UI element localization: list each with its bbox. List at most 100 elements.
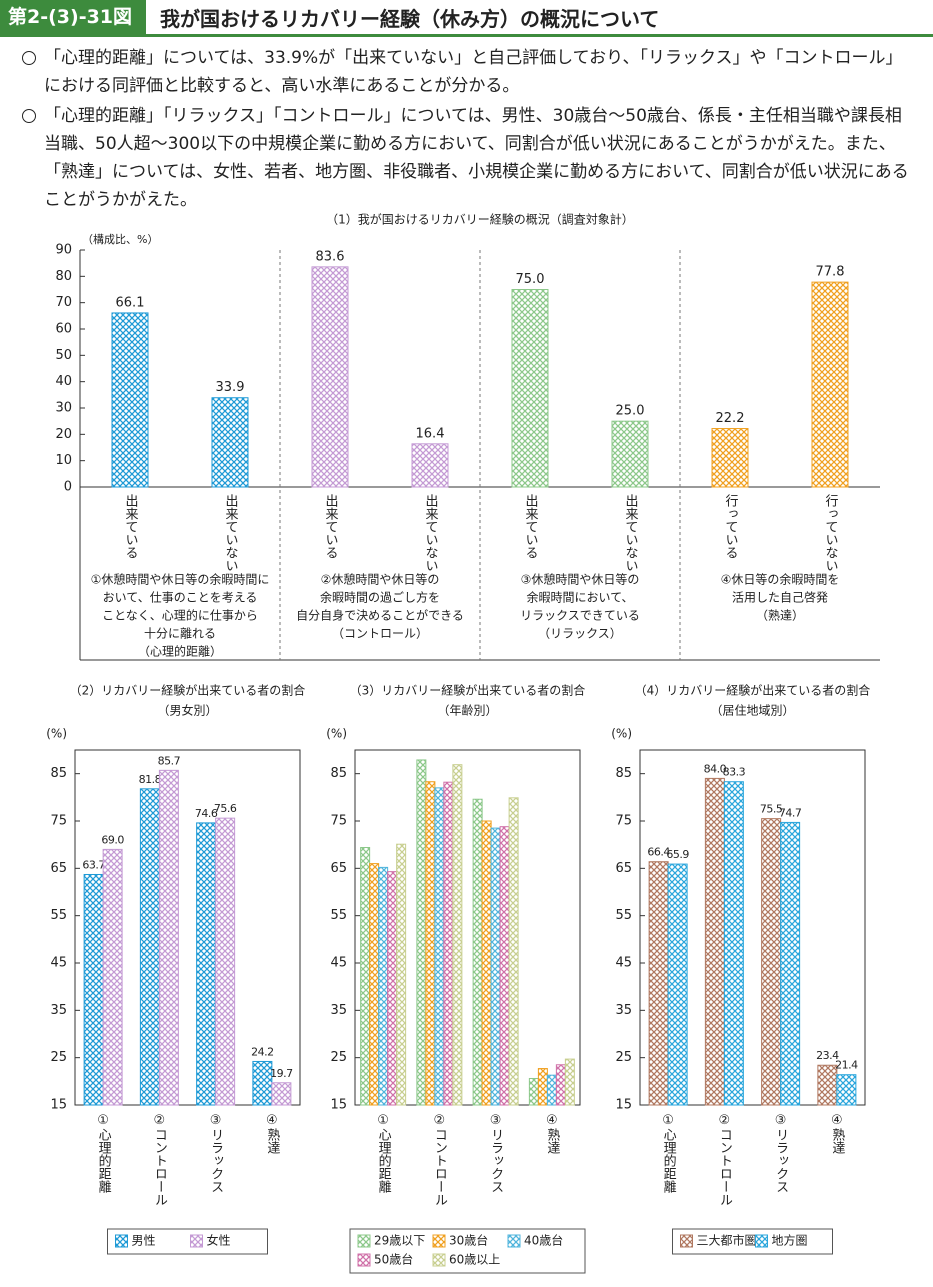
x-tick-label: ④熟達 (264, 1113, 280, 1154)
value-label: 24.2 (251, 1045, 274, 1058)
legend-swatch (190, 1234, 203, 1248)
value-label: 66.1 (116, 295, 145, 310)
y-tick-label: 45 (50, 956, 67, 971)
legend-swatch (507, 1234, 521, 1248)
value-label: 22.2 (716, 411, 745, 426)
bar (555, 1064, 566, 1106)
bar (369, 863, 380, 1106)
figure-title: 我が国おけるリカバリー経験（休み方）の概況について (160, 6, 660, 31)
group-label: 余暇時間において、 (526, 590, 633, 605)
x-tick-label: 出来ている (123, 494, 139, 559)
summary: 「心理的距離」については、33.9%が「出来ていない」と自己評価しており、「リラ… (20, 44, 915, 216)
legend-label: 女性 (207, 1233, 231, 1248)
value-label: 83.3 (723, 766, 746, 779)
frame (639, 749, 866, 1106)
bar (425, 781, 436, 1106)
y-tick-label: 15 (615, 1098, 632, 1113)
bar (723, 781, 744, 1106)
bar (378, 866, 389, 1106)
value-label: 65.9 (666, 848, 689, 861)
y-tick-label: 40 (55, 374, 72, 389)
bar (508, 797, 519, 1106)
bar (481, 820, 492, 1106)
bar (761, 818, 782, 1106)
legend-swatch (432, 1234, 446, 1248)
y-tick-label: 60 (55, 322, 72, 337)
y-tick-label: 70 (55, 295, 72, 310)
bar (611, 420, 649, 488)
value-label: 74.7 (779, 806, 802, 819)
legend-box (349, 1228, 586, 1274)
legend-label: 三大都市圏 (697, 1233, 757, 1248)
legend-label: 地方圏 (772, 1233, 808, 1248)
value-label: 75.0 (516, 272, 545, 287)
x-tick-label: 行っていない (823, 494, 839, 572)
y-tick-label: 35 (615, 1003, 632, 1018)
x-tick-label: 出来ている (323, 494, 339, 559)
legend-swatch (755, 1234, 768, 1248)
bar (648, 861, 669, 1106)
value-label: 66.4 (647, 846, 670, 859)
group-label: ③休憩時間や休日等の (521, 572, 640, 587)
x-tick-label: 出来ていない (223, 494, 239, 572)
y-tick-label: 75 (330, 814, 347, 829)
group-label: ④休日等の余暇時間を (721, 572, 840, 587)
legend-label: 60歳以上 (449, 1253, 500, 1267)
bar (387, 871, 398, 1106)
legend-label: 男性 (132, 1234, 156, 1248)
bar (704, 777, 725, 1106)
x-tick-label: 行っている (723, 494, 739, 559)
group-label: リラックスできている (520, 609, 640, 623)
group-label: ①休憩時間や休日等の余暇時間に (91, 572, 270, 587)
legend-swatch (115, 1234, 128, 1248)
bar (452, 764, 463, 1106)
y-tick-label: 45 (615, 956, 632, 971)
x-tick-label: ①心理的距離 (96, 1113, 112, 1193)
value-label: 25.0 (616, 404, 645, 419)
x-tick-label: ③リラックス (208, 1113, 223, 1193)
x-tick-label: ②コントロール (152, 1113, 167, 1206)
bar (711, 428, 749, 488)
y-tick-label: 25 (615, 1050, 632, 1065)
y-tick-label: 75 (615, 814, 632, 829)
y-tick-label: 10 (55, 453, 72, 468)
chart-title: （1）我が国おけるリカバリー経験の概況（調査対象計） (326, 212, 634, 227)
legend-swatch (432, 1253, 446, 1267)
bar (499, 826, 510, 1106)
legend-box (672, 1228, 833, 1255)
bar (196, 822, 217, 1106)
value-label: 84.0 (704, 762, 727, 775)
value-label: 75.5 (760, 803, 783, 816)
bar (139, 788, 160, 1106)
y-tick-label: 85 (50, 766, 67, 781)
y-tick-label: 35 (330, 1003, 347, 1018)
y-tick-label: 85 (615, 766, 632, 781)
bar (546, 1074, 557, 1106)
bar (667, 863, 688, 1106)
y-tick-label: 35 (50, 1003, 67, 1018)
group-label: 自分自身で決めることができる (296, 608, 464, 623)
group-label: ②休憩時間や休日等の (321, 572, 440, 587)
y-tick-label: 20 (55, 427, 72, 442)
frame (354, 749, 581, 1106)
frame (74, 749, 301, 1106)
chart-title: （3）リカバリー経験が出来ている者の割合 (350, 683, 586, 698)
y-tick-label: 85 (330, 766, 347, 781)
value-label: 69.0 (101, 833, 124, 846)
chart-subtitle: （年齢別） (437, 703, 497, 718)
y-tick-label: 55 (50, 908, 67, 923)
x-tick-label: 出来ている (523, 494, 539, 559)
y-tick-label: 45 (330, 956, 347, 971)
legend-label: 30歳台 (449, 1233, 488, 1248)
paragraph: 「心理的距離」については、33.9%が「出来ていない」と自己評価しており、「リラ… (20, 44, 915, 100)
y-tick-label: 0 (64, 480, 72, 495)
group-label: （コントロール） (332, 627, 428, 641)
bar (836, 1074, 857, 1106)
y-tick-label: 75 (50, 814, 67, 829)
x-tick-label: ③リラックス (773, 1113, 788, 1193)
x-tick-label: ②コントロール (717, 1113, 732, 1206)
bar (360, 847, 371, 1106)
legend-swatch (357, 1234, 371, 1248)
